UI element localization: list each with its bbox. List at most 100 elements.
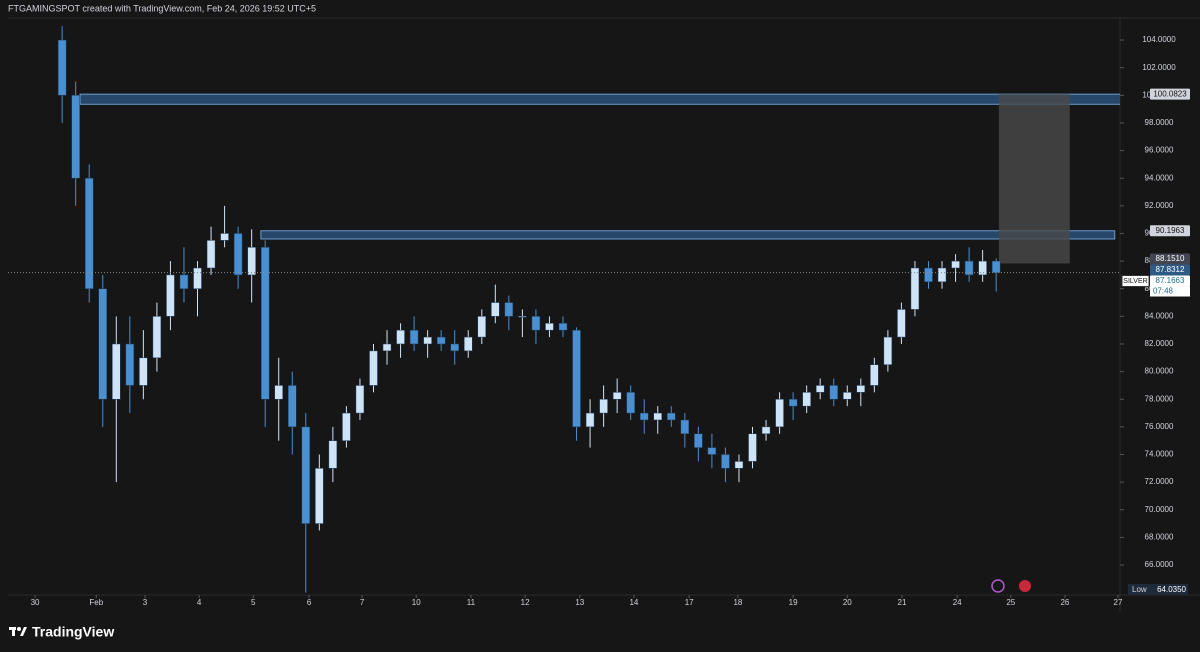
candle-body [450,343,459,352]
event-icon [991,579,1005,593]
y-tick-label: 78.0000 [1145,394,1174,403]
x-tick-label: 6 [307,598,312,607]
x-tick-label: 5 [251,598,256,607]
price-label: 100.0823 [1153,89,1187,98]
candle-body [206,240,216,269]
candle-body [680,419,690,435]
y-tick-label: 72.0000 [1145,477,1174,486]
candle-body [721,454,730,469]
x-tick-label: 11 [467,598,476,607]
x-tick-label: 25 [1006,598,1015,607]
price-label: 87.8312 [1156,265,1185,274]
candle-body [57,39,67,96]
y-tick-label: 94.0000 [1145,173,1174,182]
x-tick-label: 3 [143,598,148,607]
low-marker-value: 64.0350 [1157,585,1186,594]
y-tick-label: 84.0000 [1145,311,1174,320]
x-tick-label: 13 [575,598,584,607]
x-tick-label: 30 [31,598,40,607]
candle-body [504,302,514,317]
y-tick-label: 66.0000 [1145,560,1174,569]
price-label-bg [1150,264,1190,276]
candle-body [288,385,297,428]
candle-body [260,247,270,400]
x-tick-label: 10 [412,598,421,607]
candle-body [545,323,554,331]
brand: TradingView [32,624,114,640]
candle-body [301,426,311,524]
y-tick-label: 82.0000 [1145,339,1174,348]
candle-body [179,274,189,289]
x-tick-label: 21 [898,598,907,607]
candle-body [220,233,229,241]
price-label: 90.1963 [1156,226,1185,235]
candle-body [382,343,392,352]
y-tick-label: 70.0000 [1145,505,1174,514]
candle-body [639,412,649,421]
candle-body [707,447,717,455]
candle-body [991,260,1001,273]
candle-body [612,392,622,400]
candle-body [626,392,635,414]
candle-body [734,461,744,469]
candle-body [396,329,405,345]
candle-body [463,336,473,352]
y-tick-label: 76.0000 [1145,422,1174,431]
candle-body [964,260,974,276]
candle-body [423,336,432,345]
candle-body [856,385,866,393]
candle-body [342,412,351,441]
low-marker-bg [1128,584,1188,595]
candle-body [802,392,811,407]
candle-body [815,385,825,393]
candle-body [71,95,80,179]
candle-body [667,412,676,421]
low-marker-label: Low [1132,585,1147,594]
candle-body [274,385,283,400]
y-tick-label: 98.0000 [1145,118,1174,127]
candle-body [409,329,419,345]
candle-body [436,336,446,345]
symbol-bg [1121,275,1150,288]
brand-logo [9,627,27,636]
candle-body [355,385,365,414]
candle-body [924,267,933,283]
price-label-bg [1150,253,1190,265]
countdown-bg [1150,286,1190,297]
x-tick-label: 24 [953,598,962,607]
candle-body [84,177,94,289]
candle-body [558,323,568,331]
header: FTGAMINGSPOT created with TradingView.co… [8,3,316,13]
plot [57,26,1120,593]
candle-body [491,302,500,317]
candle-body [585,412,595,428]
price-label: 87.1663 [1156,276,1185,285]
y-tick-label: 68.0000 [1145,533,1174,542]
x-tick-label: Feb [89,598,103,607]
price-label-bg [1150,275,1190,287]
candle-body [193,267,202,289]
candle-body [247,247,256,276]
x-tick-label: 14 [629,598,638,607]
candle-body [152,316,162,359]
candle-body [761,426,771,435]
x-tick-label: 7 [360,598,365,607]
candle-body [829,385,838,400]
candle-body [328,440,338,469]
candle-body [531,316,541,331]
y-tick-label: 74.0000 [1145,450,1174,459]
y-tick-label: 102.0000 [1142,63,1176,72]
countdown: 07:48 [1153,287,1174,296]
candle-body [315,468,324,524]
candle-body [112,343,121,400]
x-tick-label: 18 [733,598,742,607]
price-label-bg [1150,88,1190,100]
projection-box [998,94,1070,264]
x-tick-label: 27 [1114,598,1123,607]
x-tick-label: 26 [1060,598,1069,607]
zone [79,93,1120,105]
y-tick-label: 92.0000 [1145,201,1174,210]
y-tick-label: 96.0000 [1145,146,1174,155]
candle-body [910,267,920,310]
